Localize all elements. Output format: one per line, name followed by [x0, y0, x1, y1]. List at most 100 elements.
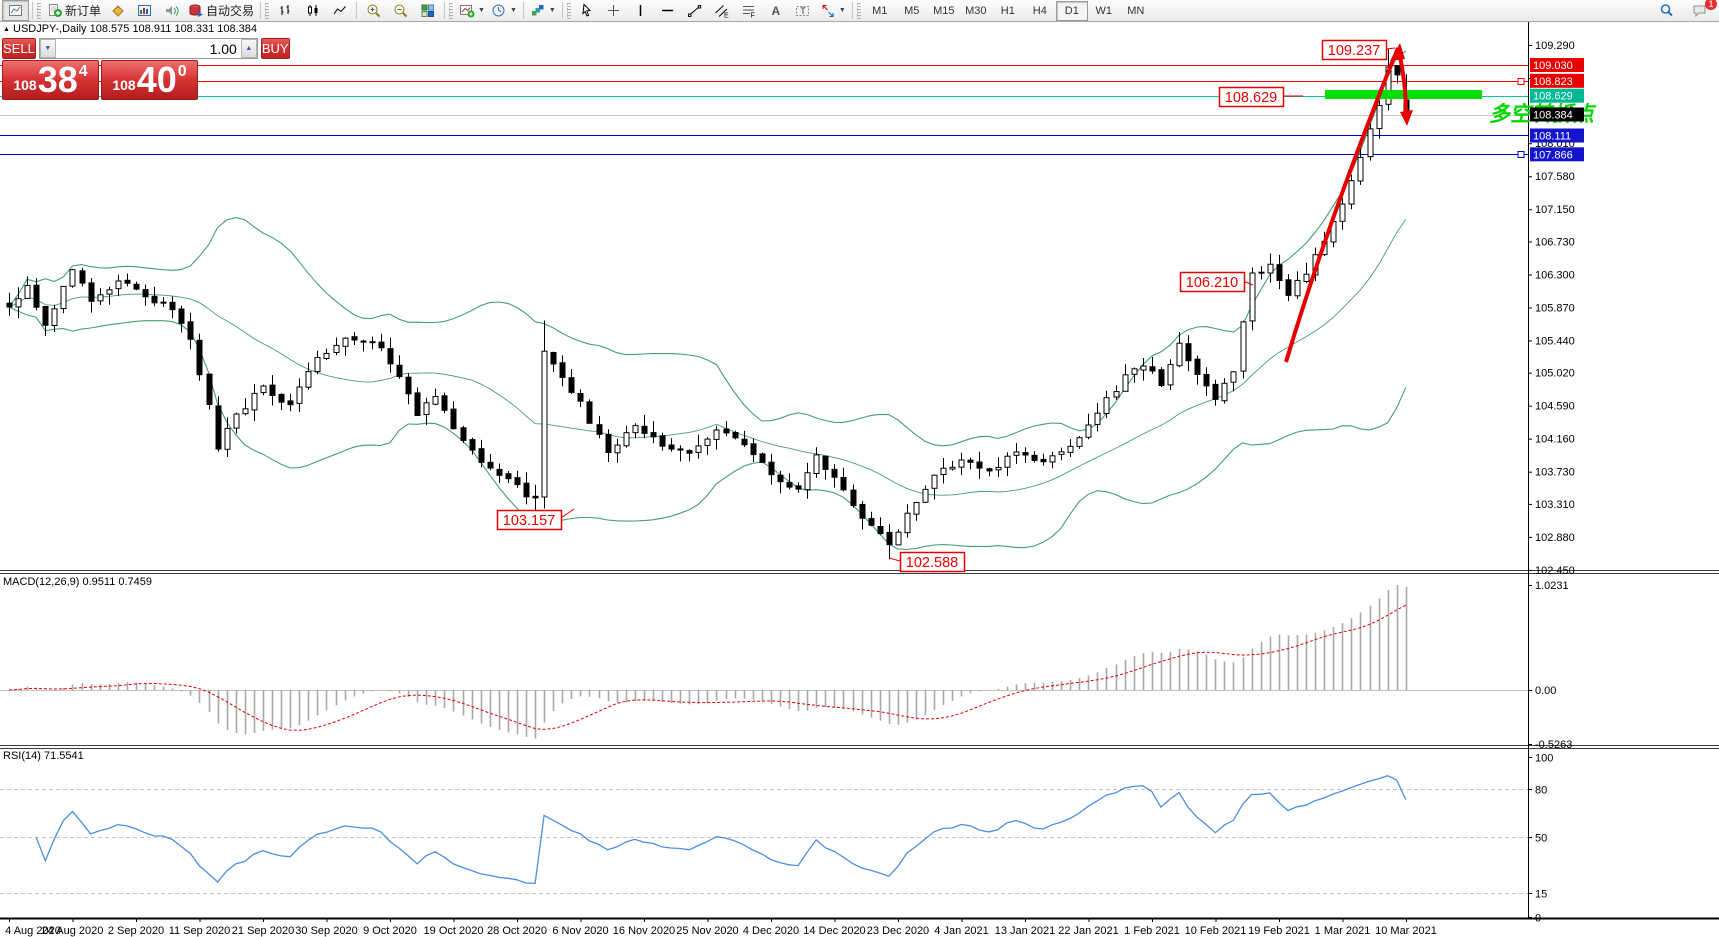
new-order-icon: [49, 4, 62, 17]
rsi-axis-label: 100: [1535, 753, 1553, 765]
date-tick-label: 11 Sep 2020: [169, 925, 231, 937]
volume-up-button[interactable]: ▲: [240, 39, 257, 58]
bid-quote[interactable]: 108 38 4: [2, 60, 99, 100]
toolbar-button-broadcast[interactable]: [158, 0, 185, 21]
price-tick-label: 107.580: [1535, 171, 1575, 183]
date-tick-label: 28 Oct 2020: [487, 925, 547, 937]
search-icon: [1660, 4, 1673, 17]
rsi-line: [35, 774, 1407, 884]
svg-text:106.210: 106.210: [1186, 275, 1238, 291]
volume-down-button[interactable]: ▼: [39, 39, 56, 58]
macd-histogram: [17, 585, 1408, 739]
toolbar-button-trendline-tool[interactable]: [682, 0, 709, 21]
buy-button[interactable]: BUY: [260, 38, 290, 59]
svg-text:109.237: 109.237: [1328, 43, 1380, 59]
date-tick-label: 23 Dec 2020: [867, 925, 929, 937]
date-tick-label: 2 Sep 2020: [108, 925, 164, 937]
macd-axis-label: -0.5263: [1535, 739, 1572, 751]
bid-pip: 4: [78, 63, 88, 80]
date-tick-label: 9 Oct 2020: [363, 925, 417, 937]
candlesticks: [6, 49, 1410, 560]
date-tick-label: 1 Feb 2021: [1124, 925, 1180, 937]
toolbar-button-text-label-tool[interactable]: T: [790, 0, 817, 21]
price-callout-108.629[interactable]: 108.629: [1218, 86, 1304, 108]
timeframe-W1[interactable]: W1: [1095, 4, 1113, 17]
toolbar-button-new-chart[interactable]: ▼: [456, 0, 488, 21]
trend-arrow[interactable]: [1284, 43, 1413, 363]
timeframe-M5[interactable]: M5: [904, 4, 920, 17]
toolbar-button-auto-trading[interactable]: 自动交易: [185, 0, 257, 21]
price-tick-label: 102.450: [1535, 565, 1575, 577]
toolbar-button-arrows-tool[interactable]: ▼: [817, 0, 849, 21]
fibonacci-icon: F: [743, 6, 755, 18]
date-tick-label: 6 Nov 2020: [552, 925, 608, 937]
toolbar-button-charts-window[interactable]: [131, 0, 158, 21]
timeframe-MN[interactable]: MN: [1127, 4, 1145, 17]
price-tick-label: 109.290: [1535, 40, 1575, 52]
toolbar-button-zoom-in[interactable]: [360, 0, 387, 21]
date-tick-label: 19 Feb 2021: [1248, 925, 1310, 937]
chat-icon: [1693, 5, 1705, 18]
toolbar-button-cursor-tool[interactable]: [574, 0, 601, 21]
ask-quote[interactable]: 108 40 0: [101, 60, 198, 100]
search-button[interactable]: [1653, 0, 1680, 21]
toolbar-separator: [32, 2, 33, 19]
toolbar-separator: [522, 2, 524, 19]
trendline-icon: [688, 5, 702, 17]
toolbar-button-vertical-line-tool[interactable]: [628, 0, 655, 21]
price-badge-label: 108.384: [1533, 110, 1573, 122]
date-tick-label: 24 Aug 2020: [42, 925, 104, 937]
sell-button[interactable]: SELL: [2, 38, 36, 59]
ask-pip: 0: [177, 63, 187, 80]
rsi-axis-label: 15: [1535, 889, 1547, 901]
price-tick-label: 106.300: [1535, 269, 1575, 281]
date-tick-label: 25 Nov 2020: [676, 925, 738, 937]
toolbar-button-line-chart-mode[interactable]: [326, 0, 353, 21]
price-callout-106.210[interactable]: 106.210: [1179, 271, 1254, 293]
date-tick-label: 4 Dec 2020: [743, 925, 799, 937]
toolbar-button-new-order[interactable]: 新订单: [44, 0, 104, 21]
price-badge-label: 109.030: [1533, 60, 1573, 72]
price-callout-102.588[interactable]: 102.588: [888, 551, 966, 573]
volume-stepper: ▼ ▲: [38, 38, 258, 59]
timeframe-M30[interactable]: M30: [965, 4, 987, 17]
timeframe-M1[interactable]: M1: [872, 4, 888, 17]
toolbar-button-equidistant-channel-tool[interactable]: E: [709, 0, 736, 21]
price-callout-103.157[interactable]: 103.157: [496, 508, 575, 531]
price-tick-label: 105.440: [1535, 335, 1575, 347]
volume-input[interactable]: [55, 39, 241, 58]
toolbar-button-styles-bucket[interactable]: [104, 0, 131, 21]
indicators-icon: [531, 5, 544, 16]
toolbar-label: 自动交易: [206, 4, 255, 18]
toolbar-button-chart-window[interactable]: [2, 0, 29, 21]
toolbar-button-tile-windows[interactable]: [414, 0, 441, 21]
toolbar-button-indicators-list[interactable]: ▼: [527, 0, 559, 21]
price-callout-109.237[interactable]: 109.237: [1321, 39, 1396, 61]
chat-button[interactable]: 1: [1686, 0, 1717, 21]
toolbar-button-fibonacci-tool[interactable]: F: [736, 0, 763, 21]
toolbar-button-text-tool[interactable]: A: [763, 0, 790, 21]
timeframe-D1[interactable]: D1: [1055, 0, 1088, 21]
toolbar-grip: [449, 2, 454, 19]
svg-text:108.629: 108.629: [1225, 90, 1277, 106]
timeframe-M15[interactable]: M15: [933, 4, 955, 17]
vline-icon: [640, 5, 642, 16]
toolbar-separator: [260, 2, 262, 19]
zoom-in-icon: [367, 4, 380, 18]
horizontal-level-lines[interactable]: [0, 65, 1528, 158]
bid-main: 38: [37, 59, 78, 100]
toolbar-grip: [566, 2, 571, 19]
timeframe-H4[interactable]: H4: [1032, 4, 1047, 17]
timeframe-H1[interactable]: H1: [1000, 4, 1015, 17]
toolbar-button-crosshair-tool[interactable]: [601, 0, 628, 21]
text-icon: A: [772, 4, 781, 18]
cursor-icon: [582, 3, 592, 17]
date-tick-label: 16 Nov 2020: [613, 925, 675, 937]
toolbar-button-zoom-out[interactable]: [387, 0, 414, 21]
toolbar-button-periods[interactable]: ▼: [488, 0, 520, 21]
svg-text:E: E: [724, 13, 729, 19]
toolbar-button-candle-chart-mode[interactable]: [299, 0, 326, 21]
toolbar-button-bar-chart-mode[interactable]: [272, 0, 299, 21]
toolbar-button-horizontal-line-tool[interactable]: [655, 0, 682, 21]
